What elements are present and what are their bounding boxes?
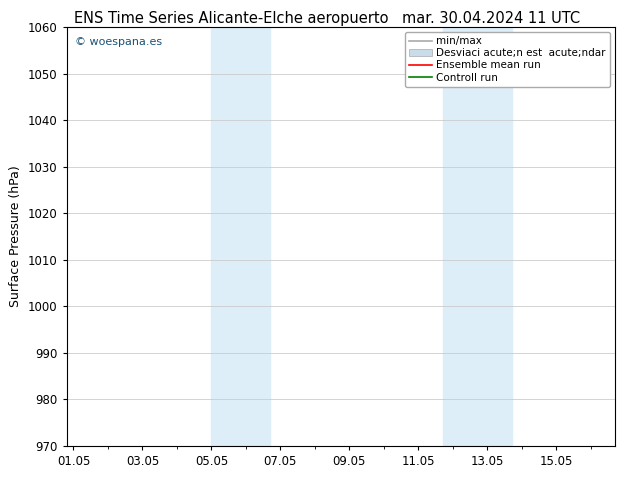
Text: ENS Time Series Alicante-Elche aeropuerto: ENS Time Series Alicante-Elche aeropuert… xyxy=(74,11,389,26)
Text: mar. 30.04.2024 11 UTC: mar. 30.04.2024 11 UTC xyxy=(403,11,580,26)
Text: © woespana.es: © woespana.es xyxy=(75,37,162,48)
Legend: min/max, Desviaci acute;n est  acute;ndar, Ensemble mean run, Controll run: min/max, Desviaci acute;n est acute;ndar… xyxy=(405,32,610,87)
Y-axis label: Surface Pressure (hPa): Surface Pressure (hPa) xyxy=(10,166,22,307)
Bar xyxy=(443,27,512,446)
Bar xyxy=(211,27,270,446)
